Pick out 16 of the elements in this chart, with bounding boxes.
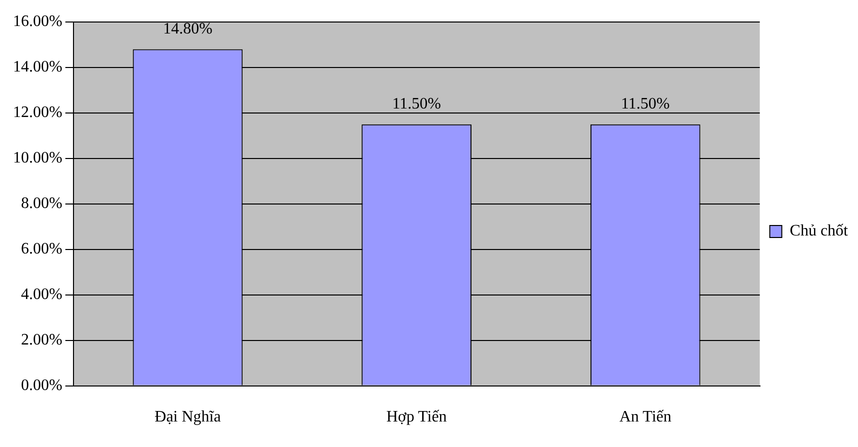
y-tick-label: 0.00% (21, 377, 62, 394)
y-tick-label: 14.00% (13, 58, 62, 76)
data-label: 14.80% (163, 20, 212, 38)
legend-label: Chủ chốt (790, 222, 849, 240)
y-tick-label: 2.00% (21, 332, 62, 349)
y-tick-label: 8.00% (21, 195, 62, 212)
data-label: 11.50% (392, 96, 441, 113)
x-tick-label: Hợp Tiến (386, 408, 447, 426)
y-tick-label: 4.00% (21, 286, 62, 304)
y-tick-label: 16.00% (13, 13, 62, 30)
x-tick-label: Đại Nghĩa (154, 408, 221, 426)
data-label: 11.50% (621, 96, 670, 113)
y-tick-label: 12.00% (13, 104, 62, 122)
y-tick-label: 6.00% (21, 240, 62, 258)
x-tick-label: An Tiến (619, 408, 672, 426)
y-tick-label: 10.00% (13, 150, 62, 167)
